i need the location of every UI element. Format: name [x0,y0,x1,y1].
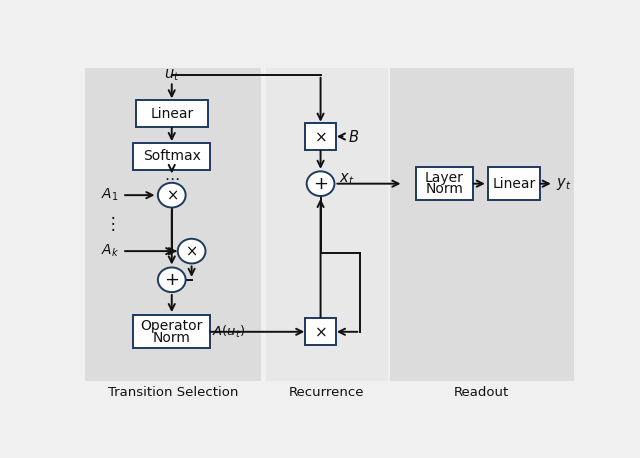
Text: Softmax: Softmax [143,149,201,164]
FancyBboxPatch shape [305,318,336,345]
Bar [266,68,388,381]
Text: $+$: $+$ [313,174,328,193]
Text: $\times$: $\times$ [314,324,327,339]
Text: $\times$: $\times$ [166,188,178,202]
Text: $y_t$: $y_t$ [556,176,572,192]
Text: $B$: $B$ [348,129,359,145]
Text: $\vdots$: $\vdots$ [104,214,115,233]
FancyBboxPatch shape [488,167,540,200]
FancyBboxPatch shape [133,315,210,349]
Text: Norm: Norm [426,182,463,196]
Text: Layer: Layer [425,171,464,185]
Text: Recurrence: Recurrence [289,386,364,399]
Text: Operator: Operator [141,319,203,333]
Text: Linear: Linear [492,177,536,191]
Circle shape [158,183,186,207]
Text: $+$: $+$ [164,271,179,289]
Text: $A_1$: $A_1$ [101,187,118,203]
FancyBboxPatch shape [133,143,210,170]
FancyBboxPatch shape [305,123,336,150]
Text: Readout: Readout [454,386,509,399]
Text: Norm: Norm [153,331,191,344]
Circle shape [178,239,205,263]
FancyBboxPatch shape [416,167,473,200]
Text: $u_t$: $u_t$ [164,67,180,82]
Text: $A(u_t)$: $A(u_t)$ [212,324,245,340]
Text: $\times$: $\times$ [186,244,198,259]
FancyBboxPatch shape [136,100,208,127]
Text: $\times$: $\times$ [314,129,327,144]
Circle shape [158,267,186,292]
Text: $A_k$: $A_k$ [100,243,119,259]
Text: $x_t$: $x_t$ [339,171,355,187]
Circle shape [307,171,335,196]
Bar [85,68,261,381]
Text: $\cdots$: $\cdots$ [164,170,179,185]
Text: Linear: Linear [150,107,193,120]
Text: Transition Selection: Transition Selection [108,386,239,399]
Bar [390,68,573,381]
